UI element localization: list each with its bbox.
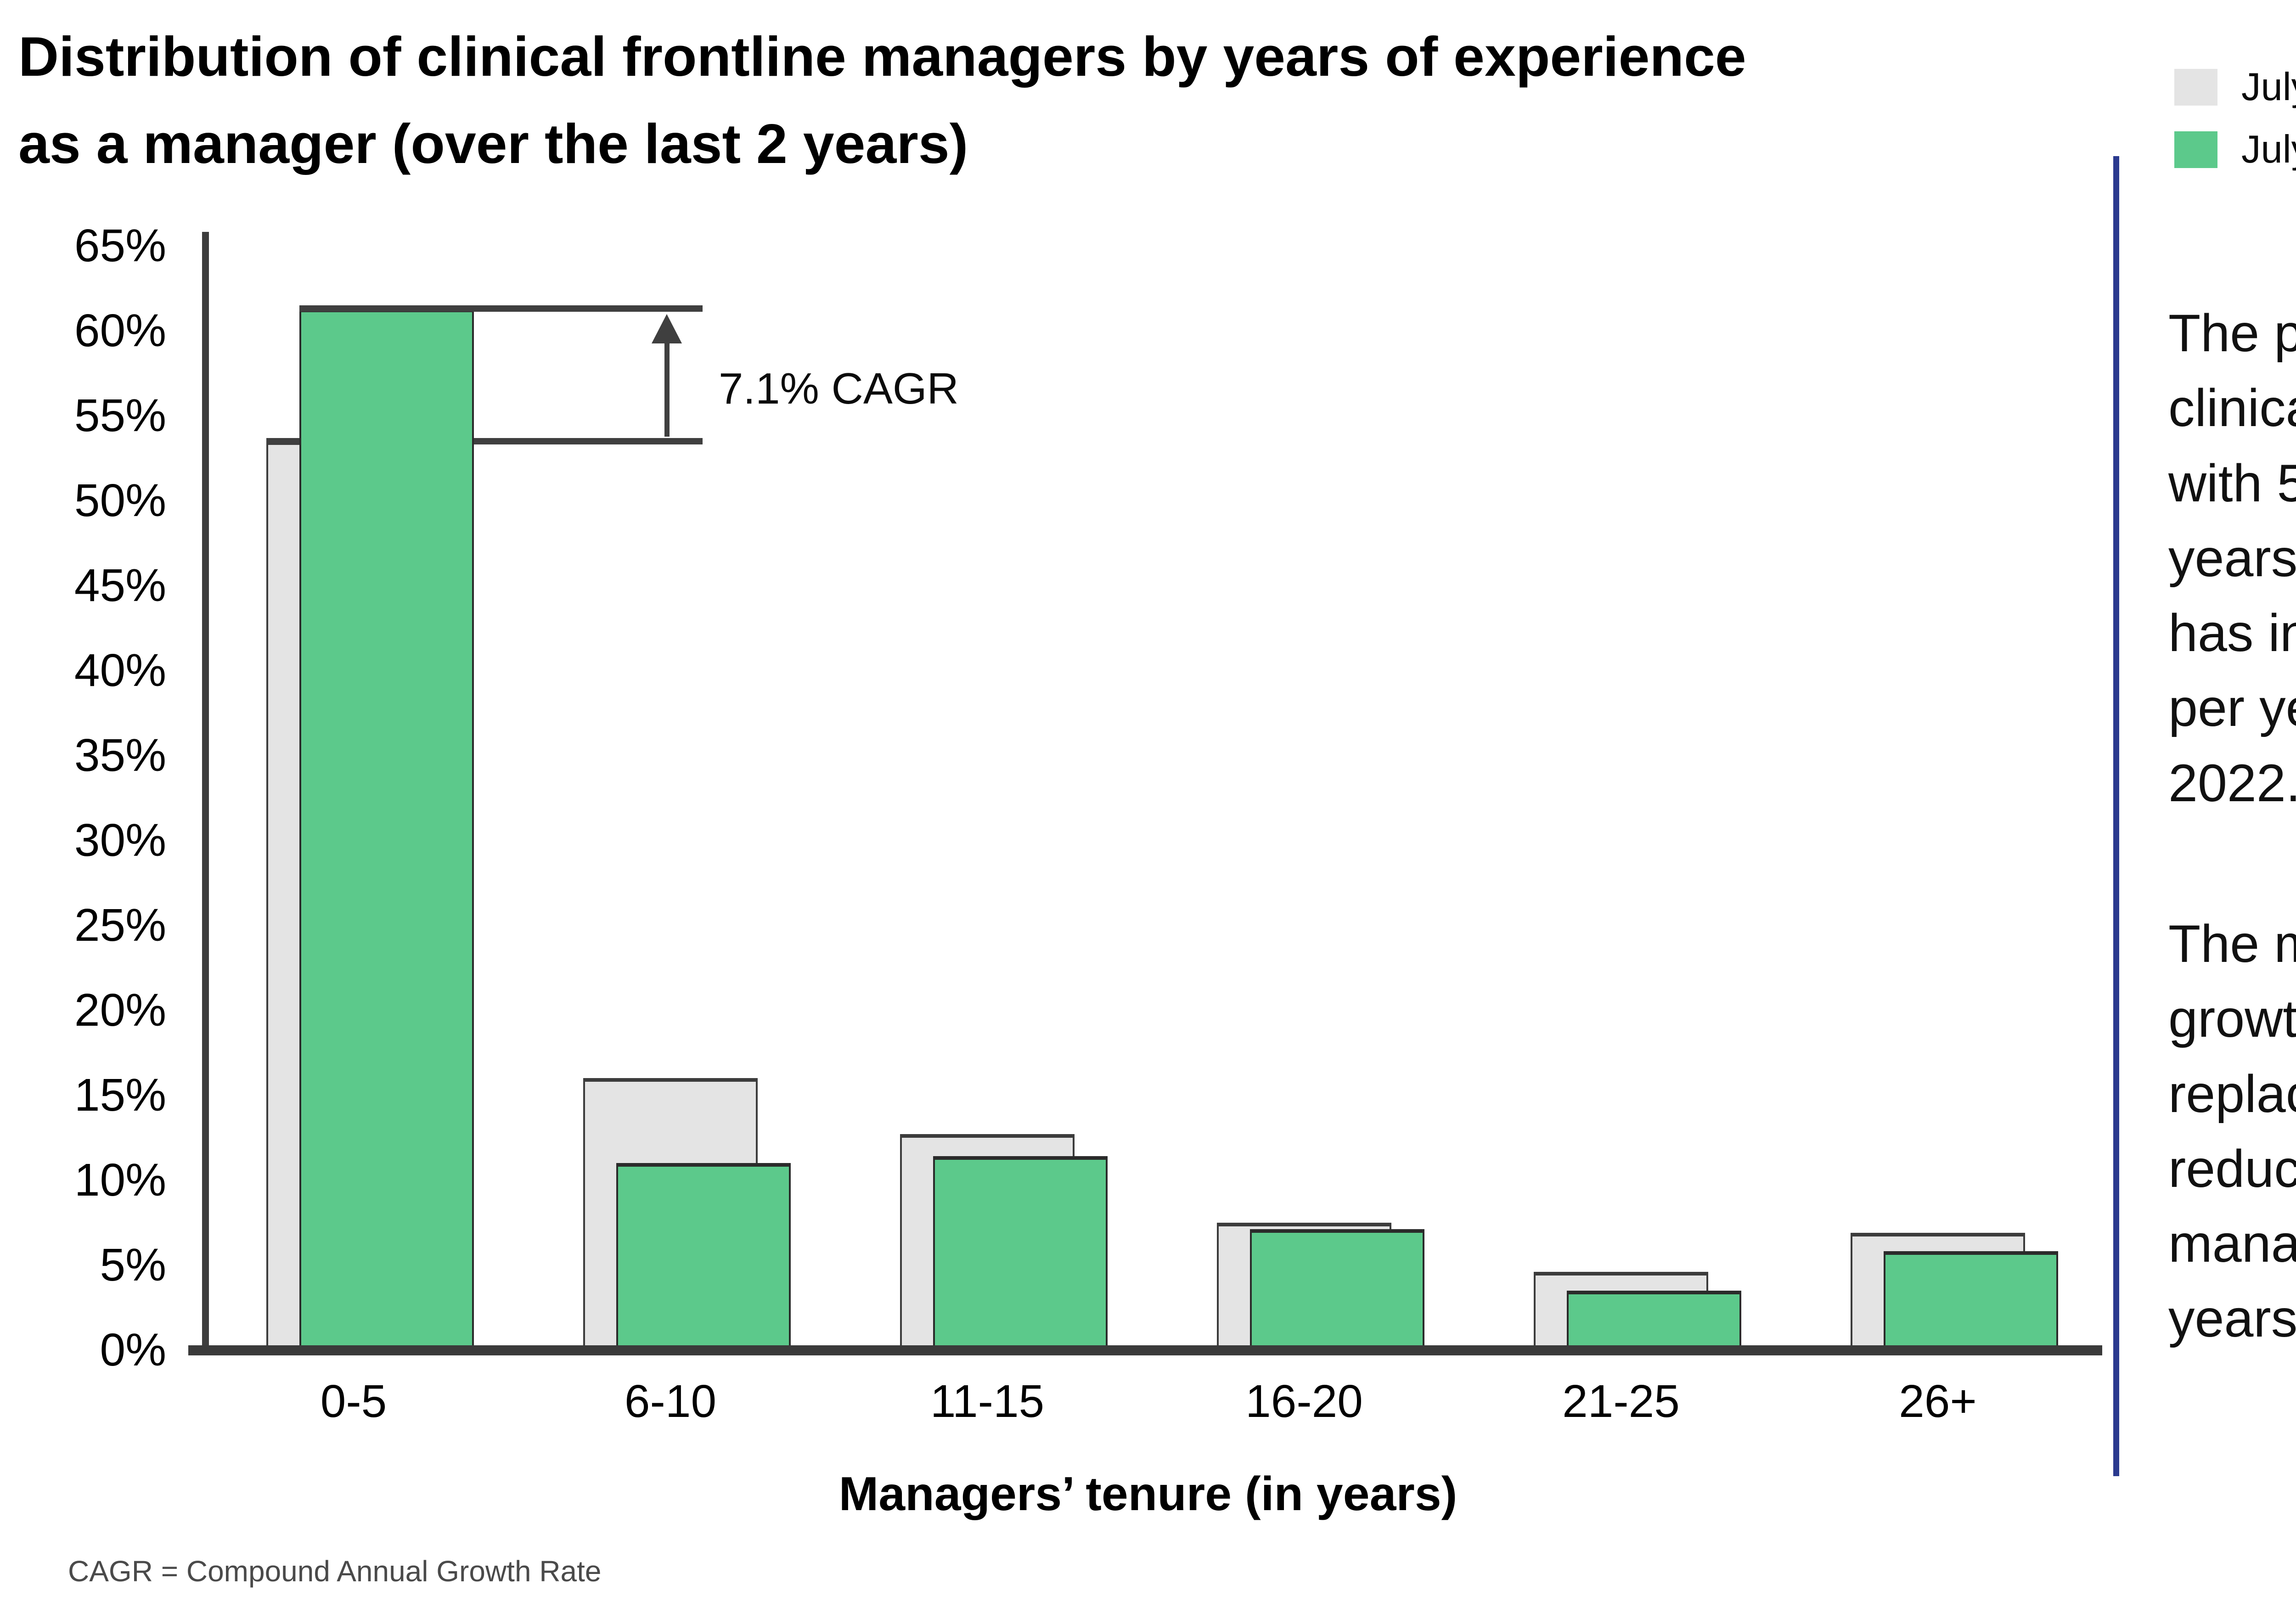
y-tick-label: 30% xyxy=(74,815,166,866)
y-tick-label: 55% xyxy=(74,390,166,441)
x-tick-label: 0-5 xyxy=(320,1376,387,1427)
y-axis-line xyxy=(202,232,209,1355)
x-tick-label: 16-20 xyxy=(1245,1376,1363,1427)
y-tick-label: 35% xyxy=(74,730,166,781)
cagr-arrow-up-icon xyxy=(652,314,682,343)
bar-july-2024-21-25 xyxy=(1567,1290,1741,1345)
x-tick-label: 6-10 xyxy=(624,1376,717,1427)
cagr-measure-line-top xyxy=(299,305,703,312)
y-tick-label: 20% xyxy=(74,984,166,1036)
y-tick-label: 15% xyxy=(74,1069,166,1121)
x-tick-label: 21-25 xyxy=(1562,1376,1680,1427)
bar-july-2024-0-5 xyxy=(299,308,474,1345)
legend-label: July 2024 xyxy=(2241,128,2296,171)
insight-paragraph-2: The majority of the growth has come to r… xyxy=(2168,915,2296,1349)
insight-paragraph-1: The percent of clinical managers with 5 … xyxy=(2168,304,2296,813)
legend: July 2022 July 2024 xyxy=(2174,65,2296,194)
y-tick-label: 40% xyxy=(74,645,166,696)
legend-swatch-icon xyxy=(2174,69,2217,106)
x-tick-label: 11-15 xyxy=(930,1376,1045,1427)
bar-july-2024-6-10 xyxy=(616,1163,791,1345)
y-tick-label: 65% xyxy=(74,220,166,271)
y-tick-label: 60% xyxy=(74,305,166,356)
bar-july-2024-26+ xyxy=(1884,1251,2058,1345)
x-axis-line xyxy=(188,1345,2102,1355)
cagr-definition-footnote: CAGR = Compound Annual Growth Rate xyxy=(68,1555,602,1588)
vertical-divider xyxy=(2113,156,2119,1476)
x-tick-label: 26+ xyxy=(1899,1376,1977,1427)
bar-july-2024-16-20 xyxy=(1250,1229,1424,1345)
legend-item: July 2022 xyxy=(2174,65,2296,109)
legend-label: July 2022 xyxy=(2241,65,2296,109)
legend-item: July 2024 xyxy=(2174,128,2296,171)
legend-swatch-icon xyxy=(2174,131,2217,168)
bar-july-2024-11-15 xyxy=(933,1156,1108,1345)
cagr-arrow-shaft xyxy=(664,341,670,437)
y-tick-label: 50% xyxy=(74,475,166,526)
x-axis-title: Managers’ tenure (in years) xyxy=(838,1467,1458,1521)
y-tick-label: 5% xyxy=(100,1239,166,1291)
y-tick-label: 25% xyxy=(74,899,166,951)
y-tick-label: 45% xyxy=(74,560,166,611)
chart-title: Distribution of clinical frontline manag… xyxy=(18,25,1746,175)
y-tick-label: 10% xyxy=(74,1154,166,1206)
cagr-annotation: 7.1% CAGR xyxy=(719,364,959,413)
y-tick-label: 0% xyxy=(100,1324,166,1376)
